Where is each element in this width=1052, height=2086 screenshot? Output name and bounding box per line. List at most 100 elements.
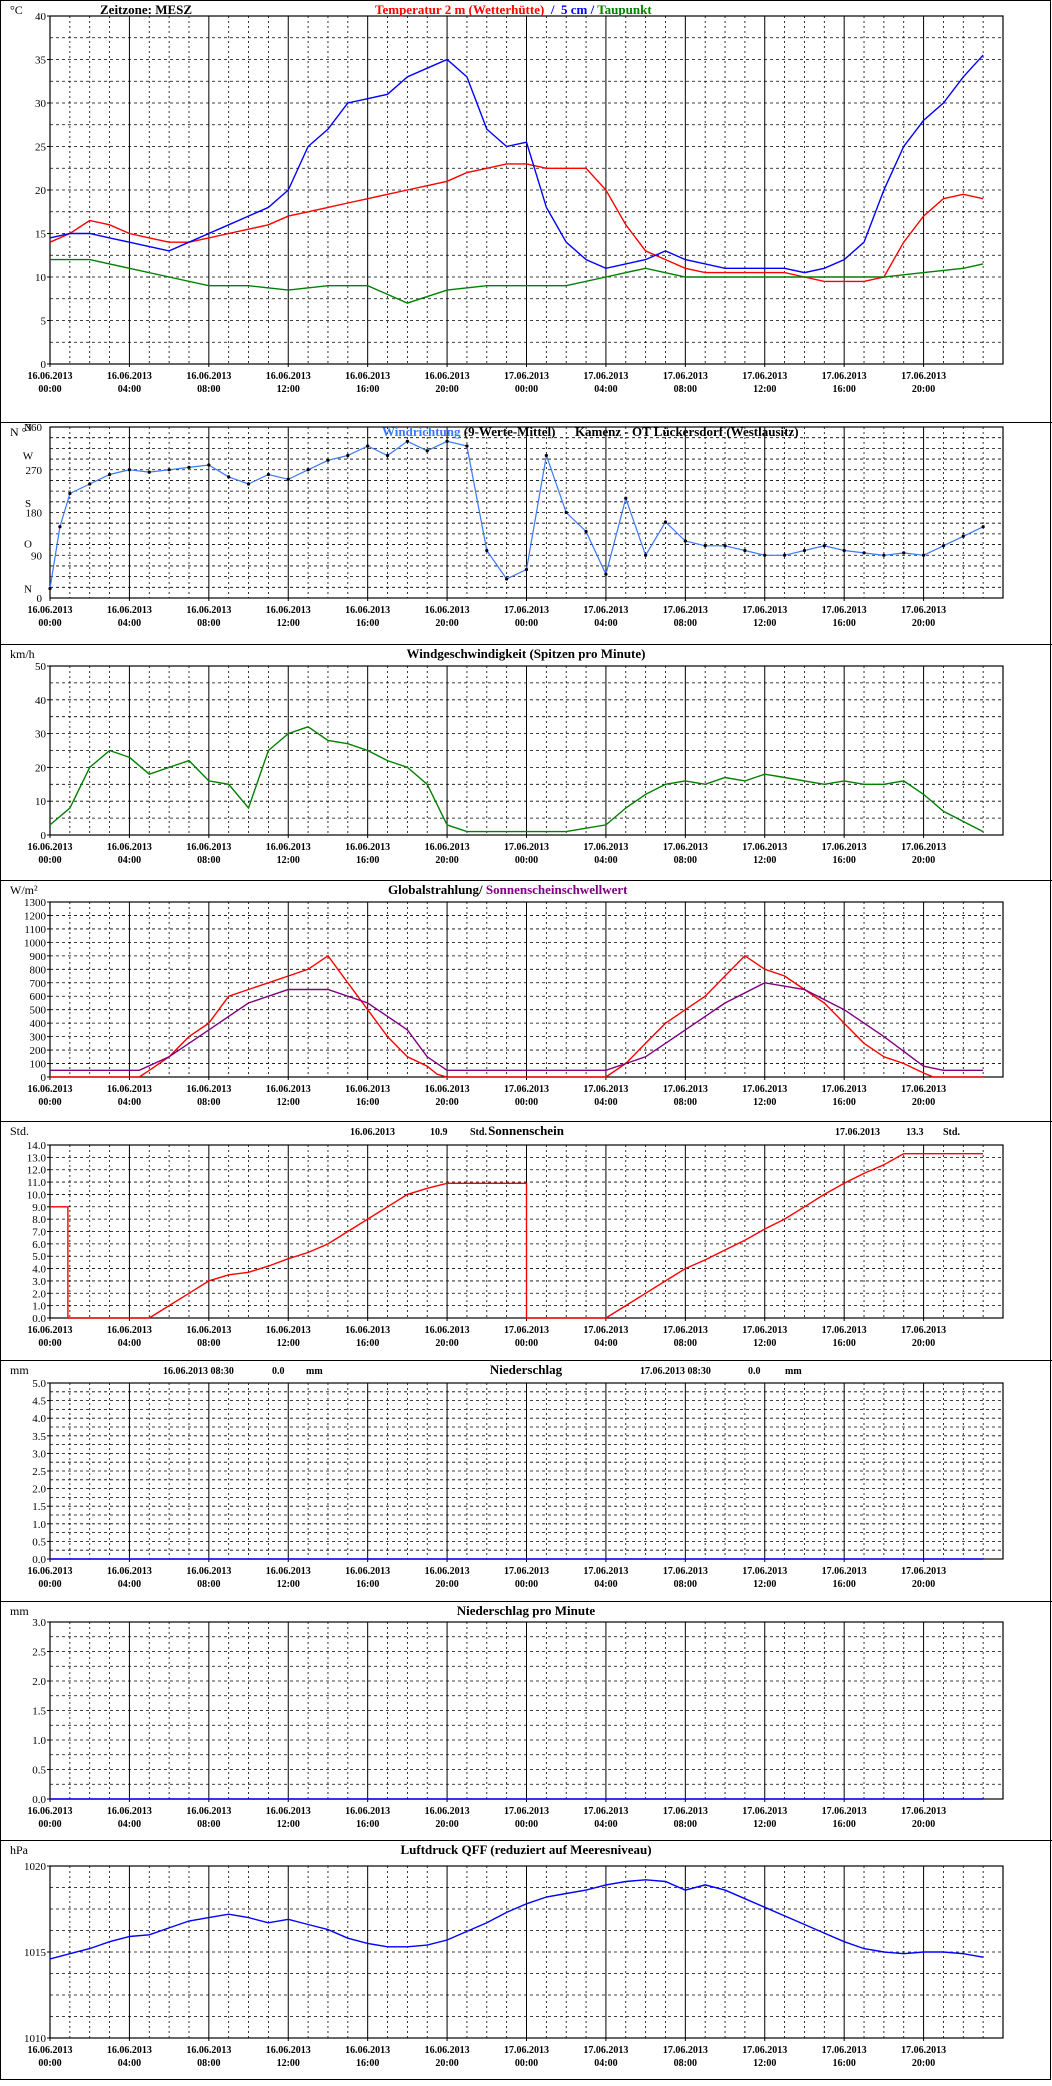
x-tick-time: 12:00 bbox=[277, 2058, 300, 2069]
chart-precip_minute: 0.0 0.5 1.0 1.5 2.0 2.5 3.0mm 16.06.2013 00:00 16… bbox=[10, 1603, 1004, 1830]
x-tick-time: 16:00 bbox=[356, 855, 379, 866]
x-tick-time: 00:00 bbox=[515, 2058, 538, 2069]
y-tick-label: 10.0 bbox=[27, 1189, 47, 1201]
x-tick-date: 16.06.2013 bbox=[28, 1084, 73, 1095]
x-tick-date: 16.06.2013 bbox=[345, 605, 390, 616]
y-tick-label: 20 bbox=[35, 185, 47, 197]
x-tick-date: 16.06.2013 bbox=[107, 1325, 152, 1336]
x-tick-date: 17.06.2013 bbox=[583, 1325, 628, 1336]
day-total-value: 10.9 bbox=[430, 1127, 448, 1138]
y-tick-label: 1300 bbox=[24, 897, 47, 909]
day-total-date: 17.06.2013 bbox=[835, 1127, 880, 1138]
day-total-date: 16.06.2013 bbox=[350, 1127, 395, 1138]
data-point bbox=[58, 525, 62, 529]
data-point bbox=[564, 510, 568, 515]
y-tick-label: 5 bbox=[41, 316, 47, 328]
data-point bbox=[802, 548, 807, 553]
x-tick-time: 08:00 bbox=[197, 1097, 220, 1108]
data-point bbox=[445, 439, 449, 443]
x-tick-time: 08:00 bbox=[674, 1579, 697, 1590]
x-tick-date: 17.06.2013 bbox=[822, 2045, 867, 2056]
x-tick-time: 12:00 bbox=[277, 1097, 300, 1108]
y-tick-label: 5.0 bbox=[32, 1378, 46, 1390]
x-tick-time: 12:00 bbox=[277, 855, 300, 866]
x-tick-time: 04:00 bbox=[594, 618, 617, 629]
unit-label: mm bbox=[10, 1363, 29, 1377]
title-part: Temperatur 2 m (Wetterhütte) bbox=[375, 2, 544, 17]
y-tick-label: 40 bbox=[35, 11, 47, 23]
x-tick-time: 12:00 bbox=[753, 618, 776, 629]
x-tick-time: 04:00 bbox=[118, 618, 141, 629]
x-tick-date: 16.06.2013 bbox=[425, 1084, 470, 1095]
x-tick-time: 00:00 bbox=[38, 384, 61, 395]
series-line-2 bbox=[50, 258, 984, 304]
unit-label: hPa bbox=[10, 1843, 29, 1857]
x-tick-time: 04:00 bbox=[118, 1819, 141, 1830]
y-tick-label: 10 bbox=[35, 272, 47, 284]
x-tick-time: 12:00 bbox=[753, 1097, 776, 1108]
chart-title: Globalstrahlung/ Sonnenscheinschwellwert bbox=[388, 882, 628, 897]
x-tick-time: 08:00 bbox=[197, 2058, 220, 2069]
data-point bbox=[981, 525, 985, 529]
y-tick-label: 0.5 bbox=[32, 1765, 46, 1777]
x-tick-date: 16.06.2013 bbox=[345, 842, 390, 853]
x-tick-date: 17.06.2013 bbox=[583, 1566, 628, 1577]
data-point bbox=[48, 586, 52, 591]
x-tick-date: 17.06.2013 bbox=[583, 842, 628, 853]
x-tick-time: 16:00 bbox=[832, 1819, 855, 1830]
x-tick-time: 16:00 bbox=[356, 1819, 379, 1830]
direction-label: W bbox=[23, 451, 34, 463]
x-tick-time: 04:00 bbox=[594, 1097, 617, 1108]
data-point bbox=[544, 453, 548, 458]
x-tick-date: 16.06.2013 bbox=[345, 1806, 390, 1817]
x-tick-time: 20:00 bbox=[435, 618, 458, 629]
x-tick-time: 08:00 bbox=[674, 618, 697, 629]
y-tick-label: 200 bbox=[30, 1045, 47, 1057]
x-tick-date: 16.06.2013 bbox=[425, 2045, 470, 2056]
x-tick-date: 17.06.2013 bbox=[504, 1806, 549, 1817]
data-point bbox=[385, 453, 390, 458]
x-tick-time: 20:00 bbox=[435, 1338, 458, 1349]
x-tick-time: 20:00 bbox=[912, 384, 935, 395]
x-tick-time: 08:00 bbox=[197, 1579, 220, 1590]
data-point bbox=[524, 567, 529, 572]
x-tick-time: 00:00 bbox=[515, 1338, 538, 1349]
x-tick-date: 17.06.2013 bbox=[742, 1084, 787, 1095]
x-tick-time: 00:00 bbox=[515, 1579, 538, 1590]
x-tick-date: 16.06.2013 bbox=[186, 1566, 231, 1577]
y-tick-label: 1.5 bbox=[32, 1501, 46, 1513]
x-tick-date: 16.06.2013 bbox=[107, 1084, 152, 1095]
series-line-0 bbox=[49, 726, 984, 833]
x-tick-date: 17.06.2013 bbox=[583, 2045, 628, 2056]
y-tick-label: 1000 bbox=[24, 937, 47, 949]
x-tick-date: 17.06.2013 bbox=[901, 371, 946, 382]
x-tick-time: 00:00 bbox=[38, 1097, 61, 1108]
x-tick-date: 16.06.2013 bbox=[425, 1566, 470, 1577]
x-tick-time: 08:00 bbox=[674, 384, 697, 395]
data-point bbox=[783, 553, 787, 557]
title-part: / bbox=[544, 2, 561, 17]
data-point bbox=[326, 458, 330, 462]
x-tick-time: 08:00 bbox=[197, 1338, 220, 1349]
x-tick-date: 17.06.2013 bbox=[901, 1566, 946, 1577]
data-point bbox=[286, 477, 290, 481]
x-tick-time: 20:00 bbox=[912, 1097, 935, 1108]
x-tick-time: 08:00 bbox=[674, 855, 697, 866]
x-tick-time: 04:00 bbox=[118, 2058, 141, 2069]
x-tick-time: 12:00 bbox=[277, 384, 300, 395]
x-tick-time: 00:00 bbox=[515, 384, 538, 395]
x-tick-date: 16.06.2013 bbox=[186, 1084, 231, 1095]
data-point bbox=[703, 544, 707, 548]
y-tick-label: 1.0 bbox=[32, 1735, 46, 1747]
unit-label: Std. bbox=[10, 1124, 29, 1138]
x-tick-time: 08:00 bbox=[197, 384, 220, 395]
y-tick-label: 1.5 bbox=[32, 1706, 46, 1718]
x-tick-date: 17.06.2013 bbox=[901, 2045, 946, 2056]
series-line-0 bbox=[50, 1152, 984, 1319]
y-tick-label: 1.0 bbox=[32, 1519, 46, 1531]
y-tick-label: 0 bbox=[37, 593, 43, 605]
data-point bbox=[246, 482, 251, 486]
direction-label: O bbox=[24, 538, 32, 550]
